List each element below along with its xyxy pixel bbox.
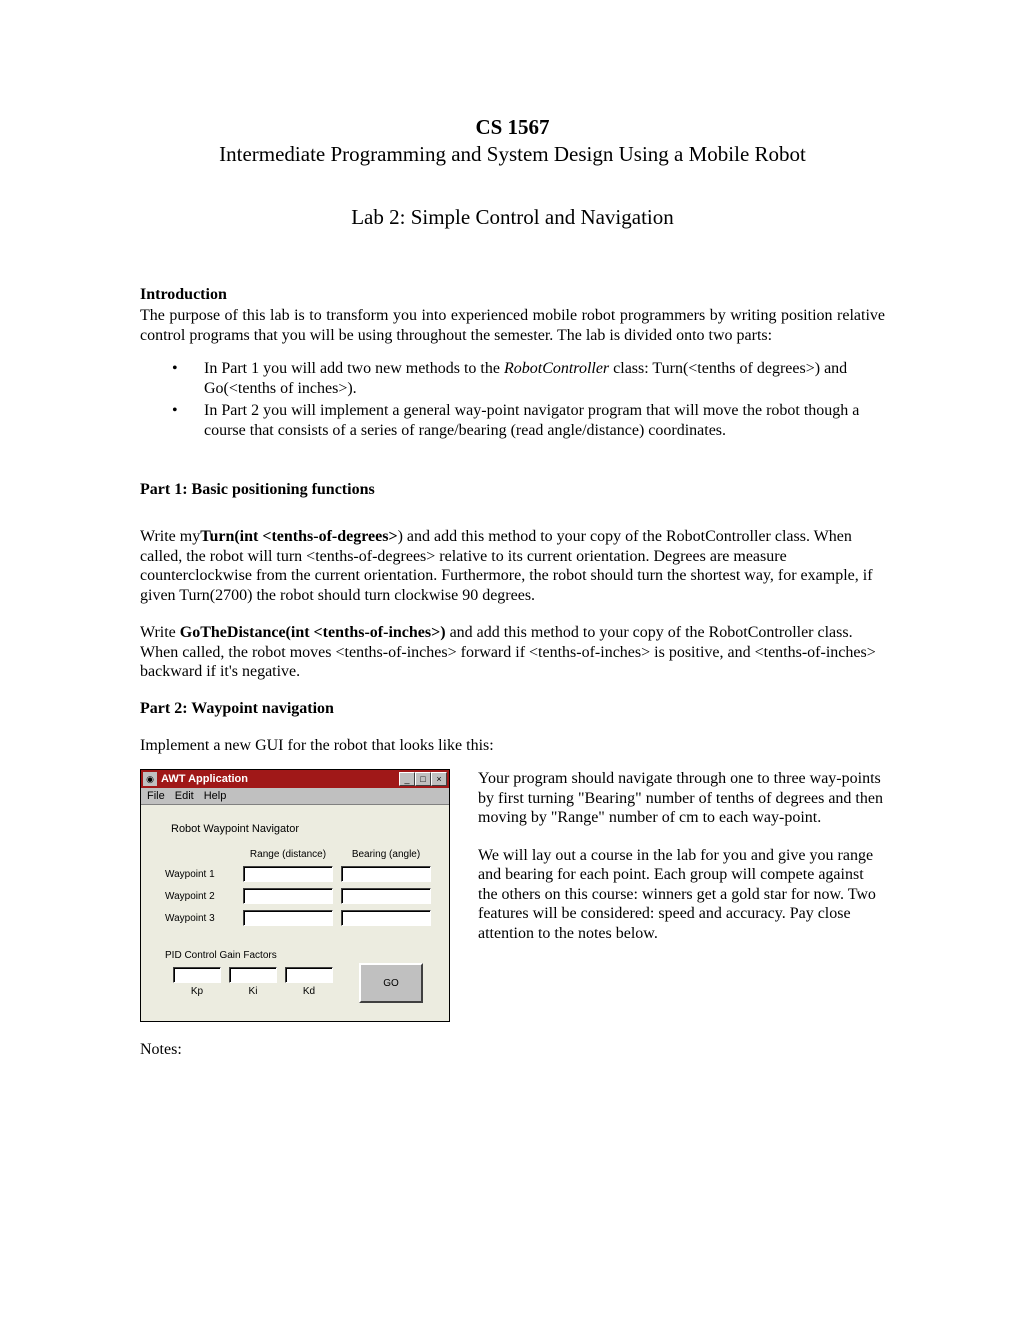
waypoint-table: Range (distance) Bearing (angle) Waypoin… [165,849,435,926]
waypoint3-label: Waypoint 3 [165,910,235,926]
kd-label: Kd [303,986,315,997]
col-bearing: Bearing (angle) [341,849,431,860]
lab-title: Lab 2: Simple Control and Navigation [140,205,885,230]
menubar: File Edit Help [141,788,449,805]
kp-input[interactable] [173,967,221,983]
bullet-part1: In Part 1 you will add two new methods t… [172,359,885,399]
menu-edit[interactable]: Edit [175,790,194,802]
intro-heading: Introduction [140,286,885,304]
close-button[interactable]: × [431,772,447,786]
part2-heading: Part 2: Waypoint navigation [140,700,885,718]
right-para1: Your program should navigate through one… [478,769,885,828]
waypoint2-range-input[interactable] [243,888,333,904]
intro-paragraph: The purpose of this lab is to transform … [140,306,885,345]
p2-a: Write [140,624,180,641]
system-menu-icon[interactable]: ◉ [143,772,157,786]
part2-intro: Implement a new GUI for the robot that l… [140,736,885,756]
minimize-button[interactable]: _ [399,772,415,786]
window-title: AWT Application [161,773,399,785]
kd-input[interactable] [285,967,333,983]
waypoint2-bearing-input[interactable] [341,888,431,904]
course-code: CS 1567 [140,115,885,140]
p1-a: Write my [140,528,200,545]
menu-file[interactable]: File [147,790,165,802]
waypoint3-range-input[interactable] [243,910,333,926]
col-range: Range (distance) [243,849,333,860]
pid-title: PID Control Gain Factors [165,950,435,961]
ki-label: Ki [249,986,258,997]
waypoint1-bearing-input[interactable] [341,866,431,882]
go-button[interactable]: GO [359,963,423,1003]
p1-bold: Turn(int <tenths-of-degrees> [200,528,397,545]
bullet1-text-a: In Part 1 you will add two new methods t… [204,360,504,377]
waypoint3-bearing-input[interactable] [341,910,431,926]
pid-row: Kp Ki Kd GO [173,967,435,1003]
part1-heading: Part 1: Basic positioning functions [140,481,885,499]
gui-window: ◉ AWT Application _ □ × File Edit Help R… [140,769,450,1022]
bullet-part2: In Part 2 you will implement a general w… [172,401,885,441]
course-title: Intermediate Programming and System Desi… [140,142,885,167]
waypoint1-label: Waypoint 1 [165,866,235,882]
part1-para2: Write GoTheDistance(int <tenths-of-inche… [140,623,885,682]
titlebar: ◉ AWT Application _ □ × [141,770,449,788]
intro-bullets: In Part 1 you will add two new methods t… [140,359,885,441]
bullet1-italic: RobotController [504,360,609,377]
notes-label: Notes: [140,1040,885,1060]
part1-para1: Write myTurn(int <tenths-of-degrees>) an… [140,527,885,605]
right-column: Your program should navigate through one… [478,769,885,961]
right-para2: We will lay out a course in the lab for … [478,846,885,944]
waypoint2-label: Waypoint 2 [165,888,235,904]
navigator-title: Robot Waypoint Navigator [171,823,435,835]
p2-bold: GoTheDistance(int <tenths-of-inches>) [180,624,446,641]
ki-input[interactable] [229,967,277,983]
menu-help[interactable]: Help [204,790,227,802]
waypoint1-range-input[interactable] [243,866,333,882]
maximize-button[interactable]: □ [415,772,431,786]
gui-body: Robot Waypoint Navigator Range (distance… [141,805,449,1021]
kp-label: Kp [191,986,203,997]
